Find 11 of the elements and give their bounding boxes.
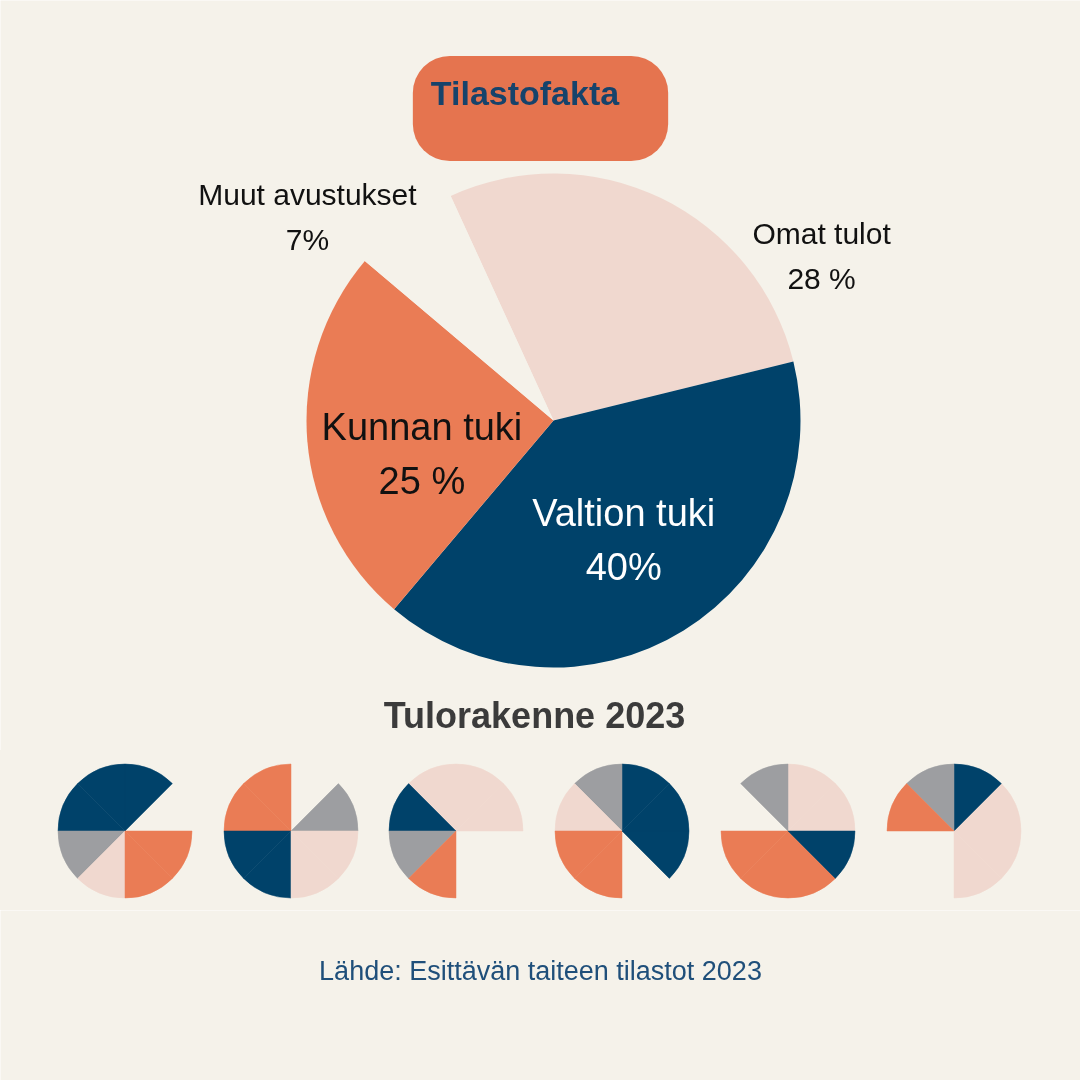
- data-label: 40%: [585, 545, 662, 588]
- data-label: 28 %: [787, 262, 856, 296]
- slice-label: Kunnan tuki: [321, 406, 523, 449]
- data-label: 25 %: [378, 460, 466, 503]
- chart-title: Tilastofakta: [430, 74, 621, 112]
- slice-label: Omat tulot: [752, 217, 892, 251]
- slice-label: Muut avustukset: [198, 177, 418, 211]
- slice-label: Valtion tuki: [532, 491, 716, 534]
- text: Tulorakenne 2023: [383, 695, 686, 736]
- text: Lähde: Esittävän taiteen tilastot 2023: [319, 955, 762, 986]
- data-label: 7%: [285, 222, 330, 256]
